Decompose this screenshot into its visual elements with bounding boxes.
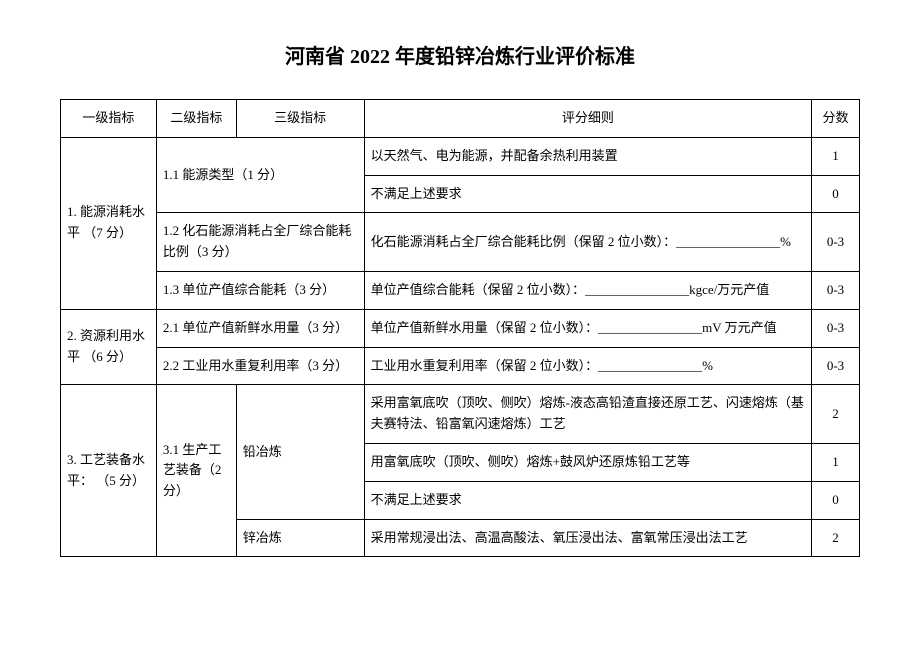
l2-cell: 1.2 化石能源消耗占全厂综合能耗比例（3 分） bbox=[156, 213, 364, 272]
score-cell: 1 bbox=[812, 443, 860, 481]
table-row: 1.3 单位产值综合能耗（3 分） 单位产值综合能耗（保留 2 位小数）：___… bbox=[61, 271, 860, 309]
header-l1: 一级指标 bbox=[61, 100, 157, 138]
evaluation-table: 一级指标 二级指标 三级指标 评分细则 分数 1. 能源消耗水平 （7 分） 1… bbox=[60, 99, 860, 557]
l1-cell: 1. 能源消耗水平 （7 分） bbox=[61, 137, 157, 309]
score-cell: 0 bbox=[812, 175, 860, 213]
table-header-row: 一级指标 二级指标 三级指标 评分细则 分数 bbox=[61, 100, 860, 138]
detail-cell: 采用富氧底吹（顶吹、侧吹）熔炼-液态高铅渣直接还原工艺、闪速熔炼（基夫赛特法、铅… bbox=[364, 385, 811, 444]
l2-cell: 1.1 能源类型（1 分） bbox=[156, 137, 364, 213]
l2-cell: 2.2 工业用水重复利用率（3 分） bbox=[156, 347, 364, 385]
detail-cell: 化石能源消耗占全厂综合能耗比例（保留 2 位小数）：______________… bbox=[364, 213, 811, 272]
score-cell: 1 bbox=[812, 137, 860, 175]
header-detail: 评分细则 bbox=[364, 100, 811, 138]
l2-cell: 1.3 单位产值综合能耗（3 分） bbox=[156, 271, 364, 309]
detail-cell: 不满足上述要求 bbox=[364, 481, 811, 519]
header-score: 分数 bbox=[812, 100, 860, 138]
detail-cell: 以天然气、电为能源，并配备余热利用装置 bbox=[364, 137, 811, 175]
table-row: 1.2 化石能源消耗占全厂综合能耗比例（3 分） 化石能源消耗占全厂综合能耗比例… bbox=[61, 213, 860, 272]
score-cell: 0-3 bbox=[812, 213, 860, 272]
page-title: 河南省 2022 年度铅锌冶炼行业评价标准 bbox=[60, 40, 860, 69]
l1-cell: 3. 工艺装备水平： （5 分） bbox=[61, 385, 157, 557]
l2-cell: 3.1 生产工艺装备（2 分） bbox=[156, 385, 236, 557]
score-cell: 0 bbox=[812, 481, 860, 519]
detail-cell: 采用常规浸出法、高温高酸法、氧压浸出法、富氧常压浸出法工艺 bbox=[364, 519, 811, 557]
l2-cell: 2.1 单位产值新鲜水用量（3 分） bbox=[156, 309, 364, 347]
table-row: 1. 能源消耗水平 （7 分） 1.1 能源类型（1 分） 以天然气、电为能源，… bbox=[61, 137, 860, 175]
detail-cell: 单位产值综合能耗（保留 2 位小数）：________________kgce/… bbox=[364, 271, 811, 309]
score-cell: 2 bbox=[812, 385, 860, 444]
table-row: 2. 资源利用水平 （6 分） 2.1 单位产值新鲜水用量（3 分） 单位产值新… bbox=[61, 309, 860, 347]
header-l2: 二级指标 bbox=[156, 100, 236, 138]
detail-cell: 单位产值新鲜水用量（保留 2 位小数）：________________mV 万… bbox=[364, 309, 811, 347]
l1-cell: 2. 资源利用水平 （6 分） bbox=[61, 309, 157, 385]
score-cell: 0-3 bbox=[812, 271, 860, 309]
l3-cell: 铅冶炼 bbox=[236, 385, 364, 519]
table-row: 3. 工艺装备水平： （5 分） 3.1 生产工艺装备（2 分） 铅冶炼 采用富… bbox=[61, 385, 860, 444]
detail-cell: 工业用水重复利用率（保留 2 位小数）：________________% bbox=[364, 347, 811, 385]
detail-cell: 不满足上述要求 bbox=[364, 175, 811, 213]
header-l3: 三级指标 bbox=[236, 100, 364, 138]
table-row: 2.2 工业用水重复利用率（3 分） 工业用水重复利用率（保留 2 位小数）：_… bbox=[61, 347, 860, 385]
detail-cell: 用富氧底吹（顶吹、侧吹）熔炼+鼓风炉还原炼铅工艺等 bbox=[364, 443, 811, 481]
score-cell: 0-3 bbox=[812, 347, 860, 385]
score-cell: 2 bbox=[812, 519, 860, 557]
l3-cell: 锌冶炼 bbox=[236, 519, 364, 557]
score-cell: 0-3 bbox=[812, 309, 860, 347]
